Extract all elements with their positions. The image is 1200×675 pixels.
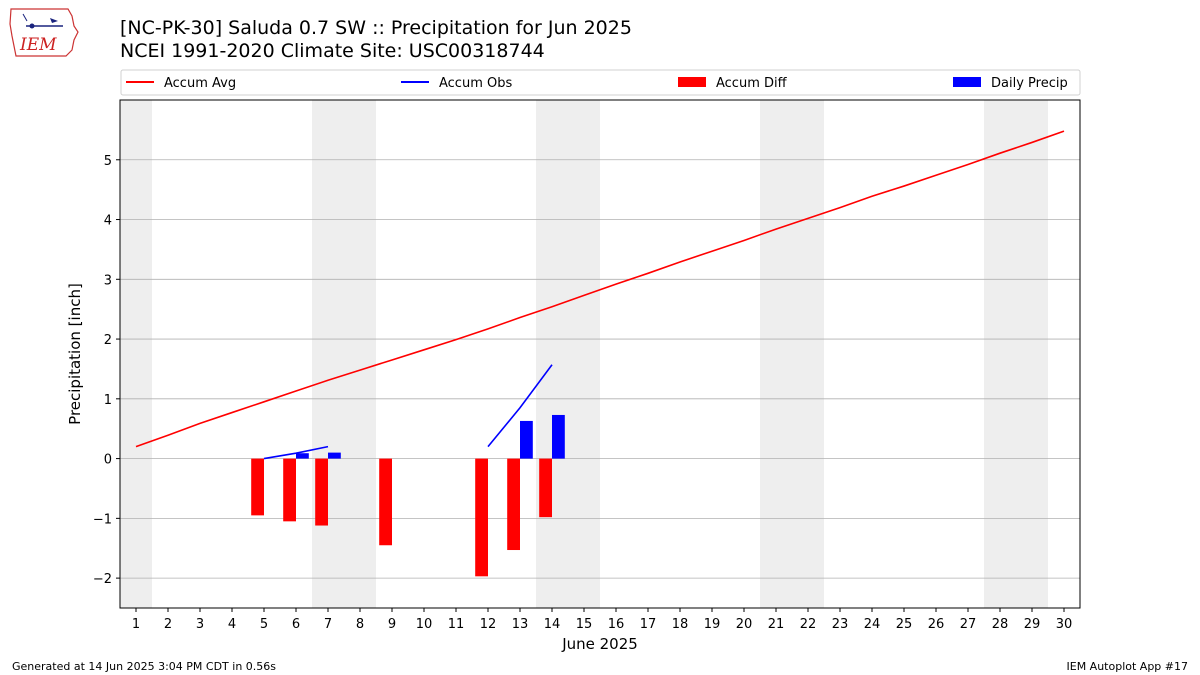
x-tick-label: 20 xyxy=(736,617,753,632)
y-tick-label: −1 xyxy=(93,512,112,527)
x-tick-label: 5 xyxy=(260,617,268,632)
y-tick-label: 0 xyxy=(104,453,112,468)
x-axis-label: June 2025 xyxy=(561,635,638,653)
y-axis: −2 −1 0 1 2 3 4 5 xyxy=(93,154,120,587)
x-tick-label: 2 xyxy=(164,617,172,632)
weekend-band xyxy=(984,100,1048,608)
y-tick-label: −2 xyxy=(93,572,112,587)
x-tick-label: 12 xyxy=(480,617,497,632)
x-tick-label: 30 xyxy=(1056,617,1073,632)
daily-precip-bar xyxy=(328,452,341,459)
weekend-band xyxy=(120,100,152,608)
x-tick-label: 19 xyxy=(704,617,721,632)
accum-obs-line xyxy=(487,364,553,448)
x-tick-label: 16 xyxy=(608,617,625,632)
y-axis-label: Precipitation [inch] xyxy=(66,283,84,425)
x-tick-label: 15 xyxy=(576,617,593,632)
weekend-band xyxy=(536,100,600,608)
y-tick-label: 5 xyxy=(104,154,112,169)
lines xyxy=(135,130,1065,460)
x-tick-label: 1 xyxy=(132,617,140,632)
x-tick-label: 23 xyxy=(832,617,849,632)
accum-diff-bar xyxy=(539,458,552,518)
x-tick-label: 11 xyxy=(448,617,465,632)
plot-frame xyxy=(119,99,1081,609)
legend: Accum Avg Accum Obs Accum Diff Daily Precip xyxy=(120,69,1081,96)
iem-logo-icon: IEM xyxy=(9,8,79,57)
weekend-bands xyxy=(120,100,1048,608)
bars xyxy=(251,414,565,577)
daily-precip-bar xyxy=(296,453,309,459)
x-tick-label: 25 xyxy=(896,617,913,632)
x-axis: 1 2 3 4 5 6 7 8 9 10 11 12 13 14 15 16 17 18 19 20 21 22 23 24 2… xyxy=(132,608,1072,632)
y-tick-label: 2 xyxy=(104,333,112,348)
iem-logo: IEM xyxy=(8,6,80,60)
x-tick-label: 7 xyxy=(324,617,332,632)
x-tick-label: 26 xyxy=(928,617,945,632)
accum-diff-bar xyxy=(379,458,392,546)
generated-timestamp: Generated at 14 Jun 2025 3:04 PM CDT in … xyxy=(12,660,277,673)
x-tick-label: 10 xyxy=(416,617,433,632)
x-tick-label: 8 xyxy=(356,617,364,632)
x-tick-label: 6 xyxy=(292,617,300,632)
legend-label: Daily Precip xyxy=(991,76,1068,91)
y-tick-label: 3 xyxy=(104,273,112,288)
grid-lines xyxy=(120,159,1080,579)
x-tick-label: 29 xyxy=(1024,617,1041,632)
legend-swatch xyxy=(678,77,706,87)
x-tick-label: 3 xyxy=(196,617,204,632)
legend-swatch xyxy=(953,77,981,87)
chart-title: [NC-PK-30] Saluda 0.7 SW :: Precipitatio… xyxy=(120,17,632,39)
app-label: IEM Autoplot App #17 xyxy=(1066,660,1189,673)
accum-diff-bar xyxy=(507,458,520,551)
x-tick-label: 27 xyxy=(960,617,977,632)
weekend-band xyxy=(760,100,824,608)
legend-label: Accum Diff xyxy=(716,76,788,91)
accum-diff-bar xyxy=(475,458,488,577)
x-tick-label: 14 xyxy=(544,617,561,632)
x-tick-label: 13 xyxy=(512,617,529,632)
daily-precip-bar xyxy=(552,414,565,459)
legend-label: Accum Obs xyxy=(439,76,512,91)
accum-diff-bar xyxy=(283,458,296,522)
x-tick-label: 21 xyxy=(768,617,785,632)
daily-precip-bar xyxy=(520,420,533,459)
chart-subtitle: NCEI 1991-2020 Climate Site: USC00318744 xyxy=(120,40,545,62)
y-tick-label: 1 xyxy=(104,393,112,408)
x-tick-label: 4 xyxy=(228,617,236,632)
accum-diff-bar xyxy=(251,458,264,516)
accum-diff-bar xyxy=(315,458,328,526)
logo-text: IEM xyxy=(19,35,57,55)
x-tick-label: 28 xyxy=(992,617,1009,632)
accum-avg-line xyxy=(135,130,1065,448)
x-tick-label: 17 xyxy=(640,617,657,632)
x-tick-label: 18 xyxy=(672,617,689,632)
x-tick-label: 9 xyxy=(388,617,396,632)
weekend-band xyxy=(312,100,376,608)
accum-obs-line xyxy=(263,445,329,460)
x-tick-label: 22 xyxy=(800,617,817,632)
legend-label: Accum Avg xyxy=(164,76,236,91)
y-tick-label: 4 xyxy=(104,214,112,229)
x-tick-label: 24 xyxy=(864,617,881,632)
